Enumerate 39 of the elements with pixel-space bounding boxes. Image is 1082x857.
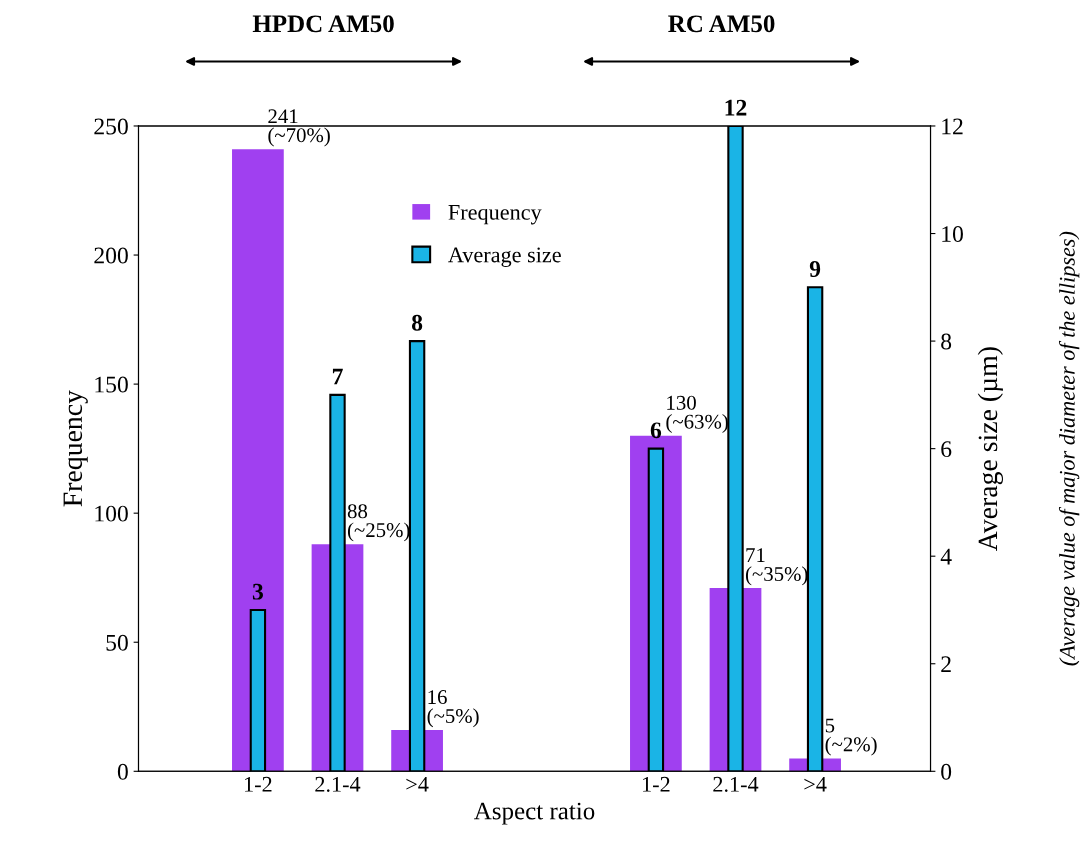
x-tick-label: 2.1-4 — [713, 776, 759, 792]
x-tick-label: 2.1-4 — [315, 776, 361, 792]
data-label: 241 (~70%) — [268, 109, 330, 147]
data-label: 6 — [650, 422, 662, 439]
y-axis-title: Frequency — [63, 390, 88, 507]
text: RC AM50 — [668, 15, 775, 33]
data-label: 88 (~25%) — [347, 504, 410, 542]
y2-tick-label: 2 — [941, 656, 951, 672]
bar — [232, 149, 284, 772]
bar — [249, 608, 267, 772]
data-label: 16 (~5%) — [427, 690, 479, 728]
x-tick-label: >4 — [804, 776, 827, 792]
y-tick-label: 100 — [95, 505, 128, 522]
data-label: 12 — [725, 99, 747, 116]
y2-tick-label: 4 — [940, 548, 952, 565]
y-tick-label: 200 — [94, 247, 128, 264]
data-label: 71 (~35%) — [745, 548, 808, 586]
y-tick-label: 50 — [106, 634, 128, 651]
y2-tick-label: 12 — [942, 118, 963, 135]
text: HPDC AM50 — [252, 15, 394, 33]
y-tick-label: 0 — [117, 763, 128, 780]
text: Average size (µm) (Average value of major diameter of the ellipses) — [977, 231, 1080, 666]
x-tick-label: >4 — [406, 776, 429, 792]
legend-label: Frequency — [448, 205, 542, 225]
x-tick-label: 1-2 — [643, 776, 670, 792]
data-label: 8 — [411, 314, 423, 331]
data-label: 7 — [332, 368, 343, 385]
y-tick-label: 150 — [95, 376, 128, 393]
data-label: 3 — [252, 583, 263, 600]
legend-label: Average size — [448, 247, 561, 267]
y2-tick-label: 6 — [941, 441, 952, 458]
y2-tick-label: 8 — [941, 333, 952, 350]
y-tick-label: 250 — [94, 118, 128, 135]
data-label: 5 (~2%) — [825, 718, 877, 756]
y2-tick-label: 0 — [941, 763, 952, 780]
x-axis-title: Aspect ratio — [474, 802, 595, 825]
x-tick-label: 1-2 — [245, 776, 272, 792]
data-label: 9 — [809, 261, 821, 277]
y2-tick-label: 10 — [942, 226, 963, 242]
